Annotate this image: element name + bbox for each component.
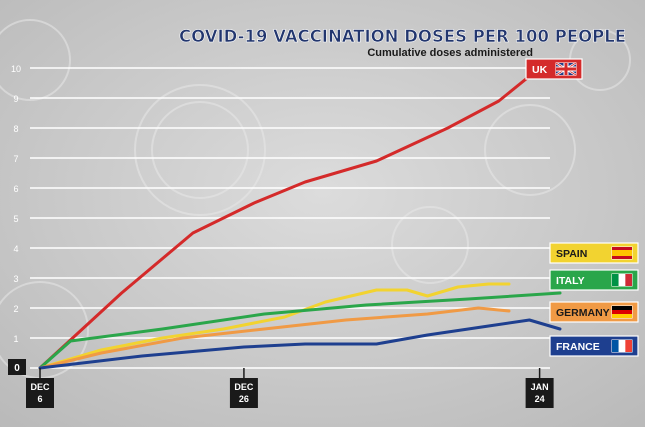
- series-line-italy: [38, 291, 562, 370]
- series-label-text: UK: [532, 64, 548, 76]
- france-flag-icon: [611, 339, 633, 353]
- flag-stripe: [612, 314, 632, 318]
- series-label-uk: UK: [525, 58, 583, 80]
- flag-stripe: [612, 274, 619, 286]
- x-axis-ticks: DEC 6 DEC 26 JAN 24: [26, 368, 554, 408]
- series-label-text: FRANCE: [556, 341, 600, 353]
- chart-subtitle: Cumulative doses administered: [367, 47, 533, 59]
- y-tick-zero-box: [8, 359, 26, 375]
- y-tick-label: 8: [13, 124, 18, 134]
- y-tick-label: 5: [13, 214, 18, 224]
- series-line-germany: [38, 306, 511, 370]
- x-tick-box: [26, 378, 54, 408]
- germany-flag-icon: [611, 305, 633, 319]
- flag-stripe: [618, 274, 626, 286]
- flag-stripe: [612, 310, 632, 314]
- x-tick-label-month: JAN: [531, 382, 549, 392]
- y-tick-label: 1: [13, 334, 18, 344]
- y-tick-label: 2: [13, 304, 18, 314]
- x-tick-label-month: DEC: [234, 382, 254, 392]
- series-line-uk: [38, 66, 542, 370]
- series-label-spain: SPAIN: [549, 242, 639, 264]
- y-tick-label: 7: [13, 154, 18, 164]
- series-label-text: SPAIN: [556, 248, 587, 260]
- spain-flag-icon: [611, 246, 633, 260]
- series-line-france: [38, 318, 562, 370]
- y-tick-label: 10: [11, 64, 21, 74]
- uk-flag-icon: [555, 61, 577, 77]
- series-label-italy: ITALY: [549, 269, 639, 291]
- series-label-france: FRANCE: [549, 335, 639, 357]
- x-tick-box: [525, 378, 554, 408]
- flag-cross: [556, 67, 576, 71]
- series-label-germany: GERMANY: [549, 301, 639, 323]
- series-labels: UK SPAIN ITALY GERMANY FRANCE: [525, 58, 639, 357]
- flag-stripe: [618, 340, 626, 352]
- x-tick-box: [229, 378, 258, 408]
- y-tick-label: 4: [13, 244, 18, 254]
- flag-stripe: [625, 340, 632, 352]
- x-tick-label-day: 6: [37, 394, 42, 404]
- y-tick-label: 6: [13, 184, 18, 194]
- y-tick-label: 3: [13, 274, 18, 284]
- series-label-text: GERMANY: [556, 307, 610, 319]
- italy-flag-icon: [611, 273, 633, 287]
- y-tick-label: 9: [13, 94, 18, 104]
- flag-stripe: [612, 306, 632, 310]
- flag-stripe: [625, 274, 632, 286]
- series-line-spain: [38, 282, 511, 370]
- x-tick-label-month: DEC: [30, 382, 50, 392]
- chart-title: COVID-19 VACCINATION DOSES PER 100 PEOPL…: [179, 27, 626, 46]
- flag-stripe: [612, 340, 619, 352]
- series-lines: [38, 66, 562, 370]
- x-tick-label-day: 26: [239, 394, 249, 404]
- flag-stripe: [612, 250, 632, 256]
- y-axis-ticks: 0 1 2 3 4 5 6 7 8 9 10: [8, 64, 26, 375]
- y-tick-label: 0: [14, 363, 20, 374]
- x-tick-label-day: 24: [535, 394, 545, 404]
- series-label-text: ITALY: [556, 275, 585, 287]
